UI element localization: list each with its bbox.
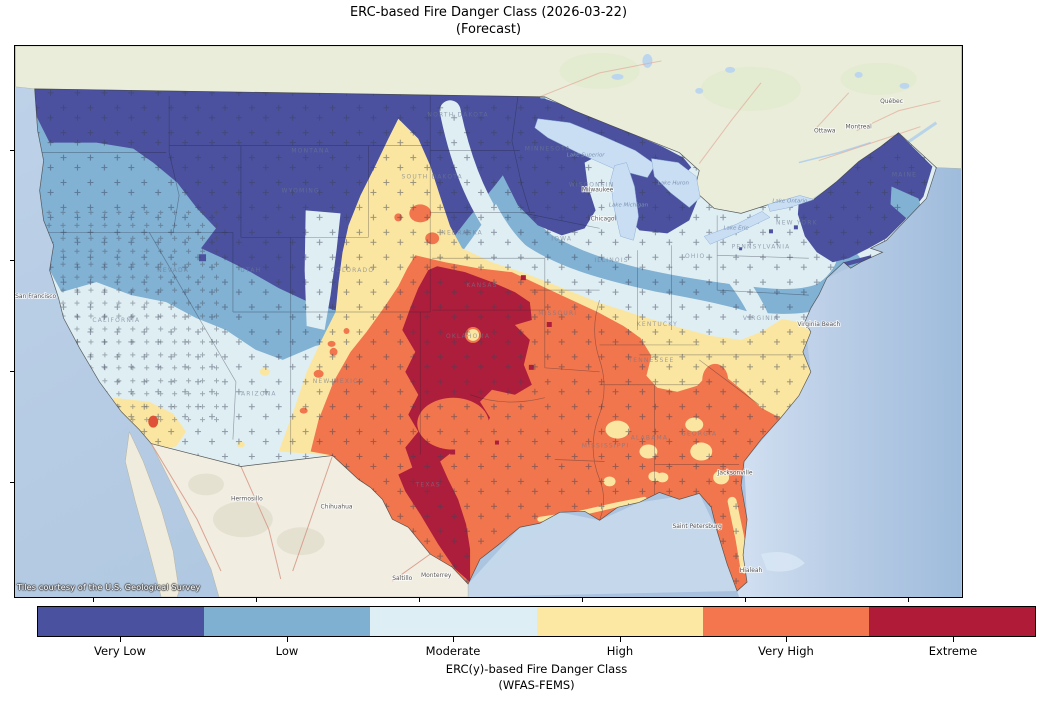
title-line2: (Forecast) [455, 21, 522, 37]
state-label: ARIZONA [241, 391, 277, 398]
lake-huron [651, 158, 701, 208]
state-label: KANSAS [466, 282, 497, 289]
state-label: NEBRASKA [441, 229, 483, 236]
state-label: UTAH [240, 267, 261, 274]
state-label: ILLINOIS [594, 257, 628, 264]
lake-label: Lake Ontario [772, 198, 808, 204]
legend-label-low: Low [275, 644, 299, 658]
state-label: OHIO [685, 253, 705, 260]
legend-label-very-high: Very High [758, 644, 814, 658]
city-labels: San Francisco Virginia Beach Jacksonvill… [15, 97, 904, 583]
legend-label-high: High [606, 644, 634, 658]
legend-segment-very-low [38, 607, 205, 636]
bahamas-shallows [761, 552, 805, 572]
city-label: Chicago [591, 215, 615, 222]
city-label: Chihuahua [321, 503, 353, 510]
plot-title: ERC-based Fire Danger Class (2026-03-22)… [14, 5, 963, 39]
state-label: MISSOURI [538, 310, 577, 317]
legend-label-extreme: Extreme [928, 644, 978, 658]
city-label: San Francisco [15, 293, 56, 300]
state-label: NEW YORK [776, 219, 818, 226]
legend-segment-high [536, 607, 703, 636]
map-canvas: MONTANA WYOMING NEVADA UTAH CALIFORNIA A… [15, 46, 962, 597]
gulf-of-mexico [468, 493, 738, 597]
state-label: WYOMING [282, 187, 320, 194]
state-label: CALIFORNIA [92, 317, 140, 324]
legend-axis-label-line2: (WFAS-FEMS) [498, 677, 575, 692]
us-coastline [34, 88, 937, 592]
title-line1: ERC-based Fire Danger Class (2026-03-22) [349, 5, 628, 20]
state-label: SOUTH DAKOTA [402, 174, 463, 181]
state-borders [39, 95, 809, 521]
great-lakes [534, 118, 815, 245]
legend-label-moderate: Moderate [425, 644, 481, 658]
city-label: Hialeah [740, 567, 763, 574]
city-label: Saltillo [392, 575, 412, 582]
state-label: COLORADO [331, 267, 375, 274]
state-label: GEORGIA [681, 431, 717, 438]
city-label: Milwaukee [582, 186, 614, 193]
lake-label: Lake Michigan [609, 202, 649, 208]
state-label: VIRGINIA [743, 315, 779, 322]
state-label: MONTANA [291, 148, 329, 155]
city-label: Hermosillo [231, 495, 263, 502]
state-label: TENNESSEE [627, 357, 674, 364]
legend-label-very-low: Very Low [94, 644, 146, 658]
state-label: KENTUCKY [637, 321, 678, 328]
city-label: Québec [880, 98, 903, 105]
state-label: PENNSYLVANIA [732, 243, 791, 250]
atlantic-ocean [737, 167, 962, 597]
lake-label: Lake Erie [723, 225, 749, 231]
state-label: NEW MEXICO [313, 378, 365, 385]
legend-segment-low [204, 607, 371, 636]
state-labels: MONTANA WYOMING NEVADA UTAH CALIFORNIA A… [92, 112, 917, 489]
lake-label: Lake Huron [658, 180, 690, 186]
lake-erie [703, 211, 771, 245]
state-label: ALABAMA [631, 435, 668, 442]
lake-label: Lake Superior [567, 153, 606, 159]
city-label: Montreal [846, 124, 873, 131]
lake-ontario [767, 195, 815, 212]
mexico-land [125, 430, 469, 597]
legend-axis-label-line1: ERC(y)-based Fire Danger Class [445, 662, 628, 676]
legend-segment-moderate [370, 607, 537, 636]
state-label: MISSISSIPPI [582, 443, 630, 450]
city-label: Ottawa [814, 128, 836, 135]
city-label: Jacksonville [717, 469, 753, 476]
map-frame: MONTANA WYOMING NEVADA UTAH CALIFORNIA A… [14, 45, 963, 598]
legend-colorbar [37, 606, 1036, 637]
state-label: TEXAS [415, 481, 441, 488]
city-label: Monterrey [421, 572, 452, 579]
legend-segment-extreme [868, 607, 1036, 636]
state-label: WISCONSIN [569, 181, 615, 188]
legend-segment-very-high [702, 607, 869, 636]
state-label: IOWA [551, 235, 572, 242]
city-label: Virginia Beach [797, 321, 840, 328]
tile-attribution: Tiles courtesy of the U.S. Geological Su… [17, 583, 201, 592]
city-label: Saint Petersburg [673, 523, 723, 530]
state-label: MINNESOTA [525, 146, 571, 153]
state-label: OKLAHOMA [446, 333, 490, 340]
state-label: MAINE [892, 172, 917, 179]
state-label: NORTH DAKOTA [427, 112, 488, 119]
lake-michigan [610, 162, 639, 241]
legend-axis-label: ERC(y)-based Fire Danger Class (WFAS-FEM… [37, 662, 1036, 693]
lake-labels: Lake Superior Lake Michigan Lake Huron L… [567, 153, 808, 232]
state-label: NEVADA [157, 267, 189, 274]
